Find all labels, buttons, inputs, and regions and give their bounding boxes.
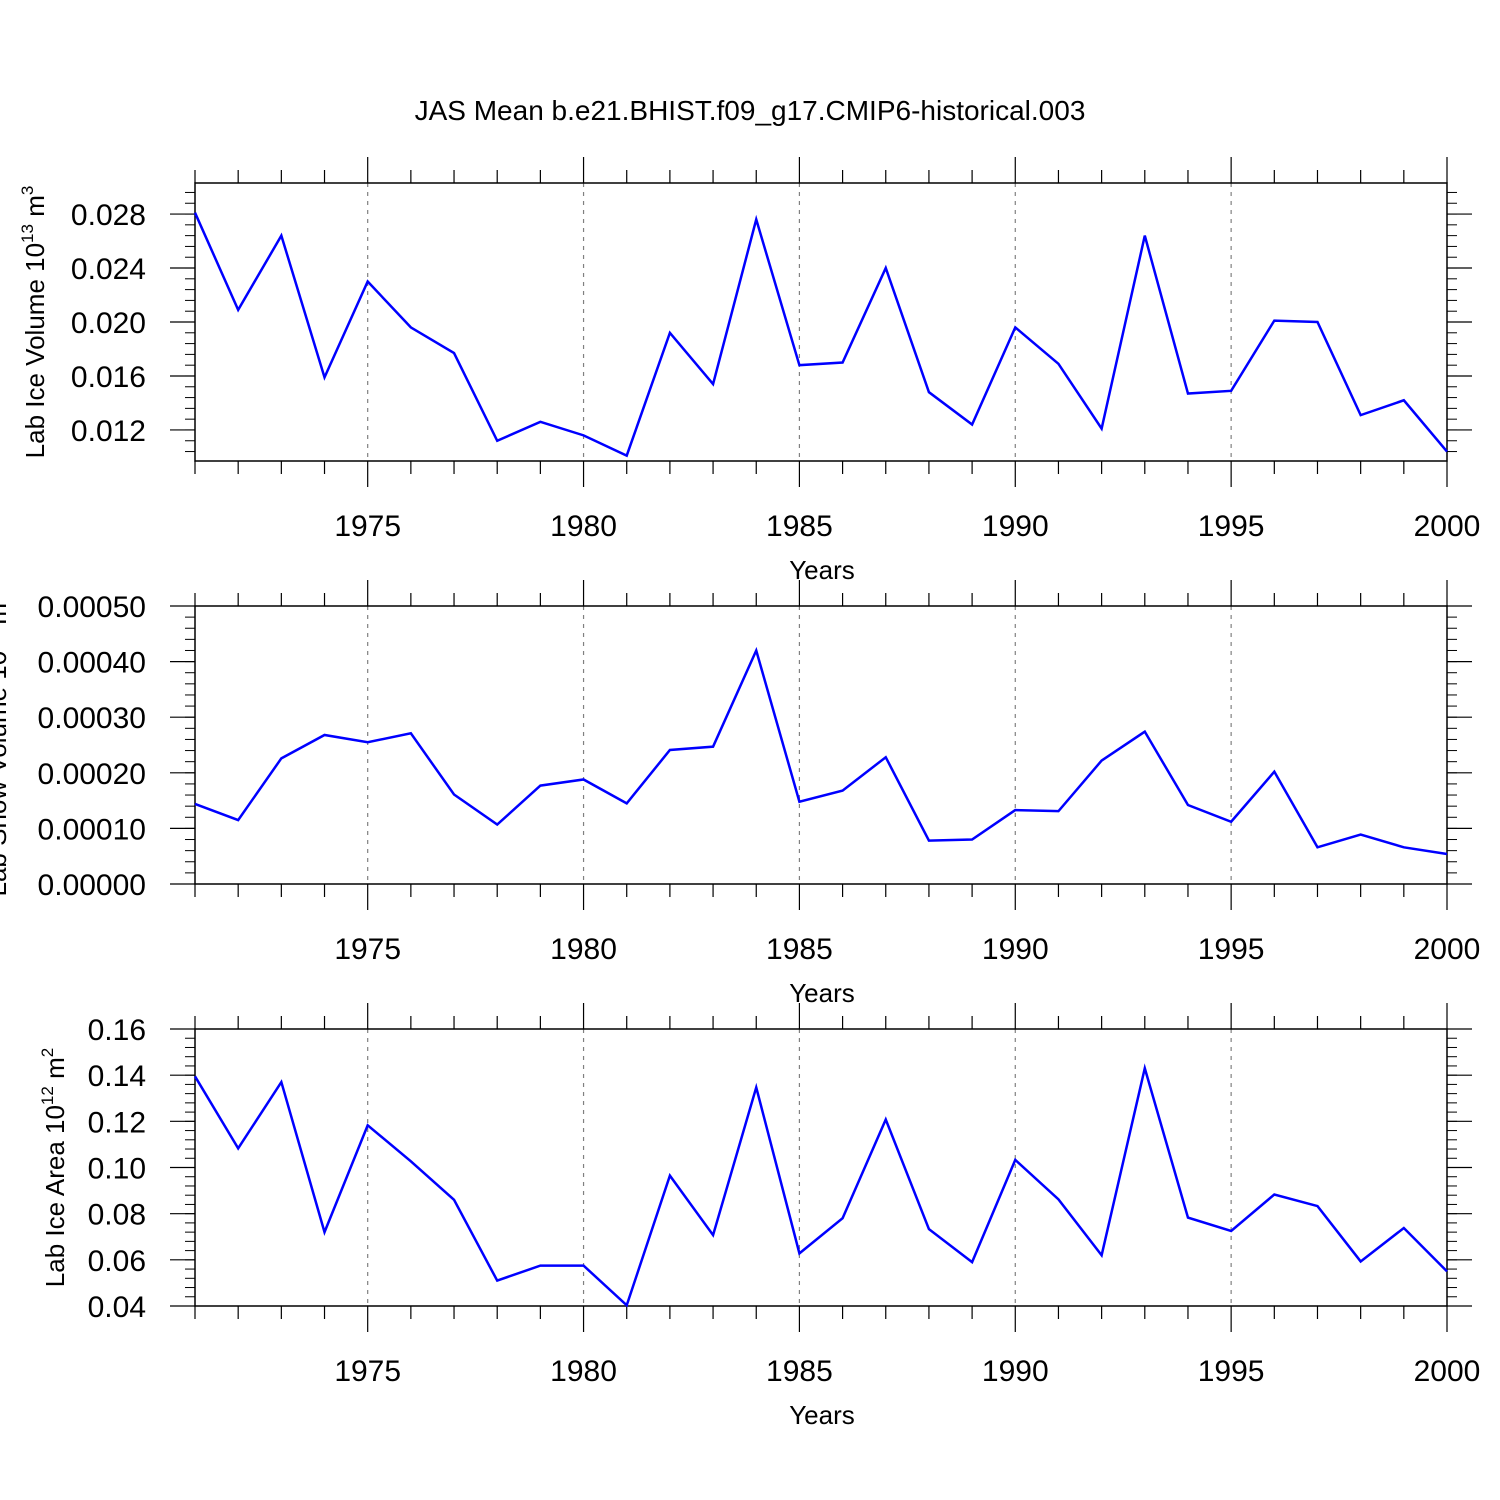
- x-tick-label: 1990: [982, 510, 1049, 543]
- y-tick-label: 0.028: [71, 199, 146, 232]
- y-tick-label: 0.00040: [38, 647, 146, 680]
- y-axis-title: Lab Snow Volume 1013 m3: [0, 593, 12, 896]
- y-axis-title-unit: m: [20, 195, 50, 224]
- x-tick-label: 1980: [550, 933, 617, 966]
- chart-panel-1: 1975 1980 1985 1990 1995 2000 Years 0.012 0.016 0…: [18, 157, 1480, 585]
- x-tick-label: 1995: [1198, 510, 1265, 543]
- x-tick-label: 1990: [982, 1355, 1049, 1388]
- y-tick-label: 0.024: [71, 253, 146, 286]
- y-tick-label: 0.04: [88, 1291, 146, 1324]
- x-tick-label: 1990: [982, 933, 1049, 966]
- series-line: [193, 212, 1448, 458]
- x-tick-label: 1975: [334, 933, 401, 966]
- y-tick-label: 0.020: [71, 307, 146, 340]
- panels: 1975 1980 1985 1990 1995 2000 Years 0.012 0.016 0…: [0, 157, 1480, 1430]
- y-axis-title-main: Lab Ice Volume 10: [20, 243, 50, 458]
- y-axis-title: Lab Ice Area 1012 m2: [38, 1048, 70, 1287]
- y-tick-label: 0.12: [88, 1106, 146, 1139]
- x-tick-label: 2000: [1414, 933, 1481, 966]
- y-axis-title-main: Lab Ice Area 10: [40, 1105, 70, 1287]
- chart-panel-2: 1975 1980 1985 1990 1995 2000 Years 0.00000 0.00…: [0, 580, 1480, 1008]
- y-axis-title-unit-power: 3: [18, 186, 37, 195]
- x-tick-label: 1995: [1198, 933, 1265, 966]
- figure-title: JAS Mean b.e21.BHIST.f09_g17.CMIP6-histo…: [415, 95, 1086, 126]
- y-axis-title-exponent: 12: [38, 1086, 57, 1105]
- chart-panel-3: 1975 1980 1985 1990 1995 2000 Years 0.04 0.06 0.0…: [38, 1003, 1480, 1430]
- x-tick-label: 1975: [334, 1355, 401, 1388]
- series-line: [193, 1063, 1448, 1308]
- x-axis-title: Years: [789, 1400, 855, 1430]
- x-tick-label: 2000: [1414, 510, 1481, 543]
- y-axis-title-unit-power: 2: [38, 1048, 57, 1057]
- y-tick-label: 0.012: [71, 415, 146, 448]
- y-tick-label: 0.00020: [38, 758, 146, 791]
- x-tick-label: 1985: [766, 1355, 833, 1388]
- y-axis-title-main: Lab Snow Volume 10: [0, 651, 12, 897]
- y-tick-label: 0.08: [88, 1199, 146, 1232]
- y-tick-label: 0.16: [88, 1014, 146, 1047]
- y-tick-label: 0.14: [88, 1060, 146, 1093]
- y-tick-label: 0.00010: [38, 813, 146, 846]
- y-tick-label: 0.06: [88, 1245, 146, 1278]
- y-tick-label: 0.00030: [38, 702, 146, 735]
- y-axis-title-exponent: 13: [18, 224, 37, 243]
- x-axis-title: Years: [789, 555, 855, 585]
- series-line: [194, 646, 1448, 856]
- x-tick-label: 1980: [550, 1355, 617, 1388]
- x-tick-label: 1985: [766, 510, 833, 543]
- y-axis-title: Lab Ice Volume 1013 m3: [18, 186, 50, 459]
- x-tick-label: 1985: [766, 933, 833, 966]
- x-axis-title: Years: [789, 978, 855, 1008]
- y-tick-label: 0.10: [88, 1153, 146, 1186]
- x-tick-label: 1980: [550, 510, 617, 543]
- y-tick-label: 0.00000: [38, 869, 146, 902]
- x-tick-label: 1975: [334, 510, 401, 543]
- x-tick-label: 2000: [1414, 1355, 1481, 1388]
- y-tick-label: 0.00050: [38, 591, 146, 624]
- y-tick-label: 0.016: [71, 361, 146, 394]
- y-axis-title-unit: m: [40, 1057, 70, 1086]
- y-axis-title-unit: m: [0, 603, 12, 632]
- plot-frame: [194, 605, 1448, 885]
- x-tick-label: 1995: [1198, 1355, 1265, 1388]
